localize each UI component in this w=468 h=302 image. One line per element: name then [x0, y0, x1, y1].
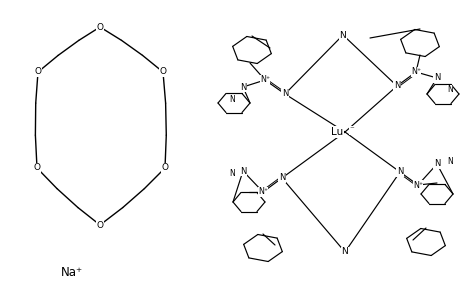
Text: N⁺: N⁺	[413, 181, 423, 189]
Text: N: N	[229, 95, 235, 104]
Text: N: N	[240, 82, 246, 92]
Text: N: N	[394, 82, 400, 91]
Text: O: O	[161, 163, 168, 172]
Text: N: N	[279, 174, 285, 182]
Text: N: N	[340, 31, 346, 40]
Text: Na⁺: Na⁺	[61, 265, 83, 278]
Text: O: O	[160, 68, 167, 76]
Text: N: N	[342, 248, 348, 256]
Text: N: N	[434, 159, 440, 169]
Text: N: N	[434, 73, 440, 82]
Text: O: O	[35, 68, 42, 76]
Text: N: N	[447, 85, 453, 95]
Text: N: N	[282, 89, 288, 98]
Text: O: O	[96, 220, 103, 230]
Text: N: N	[397, 168, 403, 176]
Text: ⁻: ⁻	[349, 126, 354, 134]
Text: O: O	[96, 23, 103, 31]
Text: N: N	[240, 166, 246, 175]
Text: N: N	[447, 158, 453, 166]
Text: O: O	[34, 163, 41, 172]
Text: N⁺: N⁺	[260, 76, 270, 85]
Text: Lu: Lu	[331, 127, 343, 137]
Text: N⁺: N⁺	[411, 68, 421, 76]
Text: N⁺: N⁺	[258, 188, 268, 197]
Text: N: N	[229, 169, 235, 178]
